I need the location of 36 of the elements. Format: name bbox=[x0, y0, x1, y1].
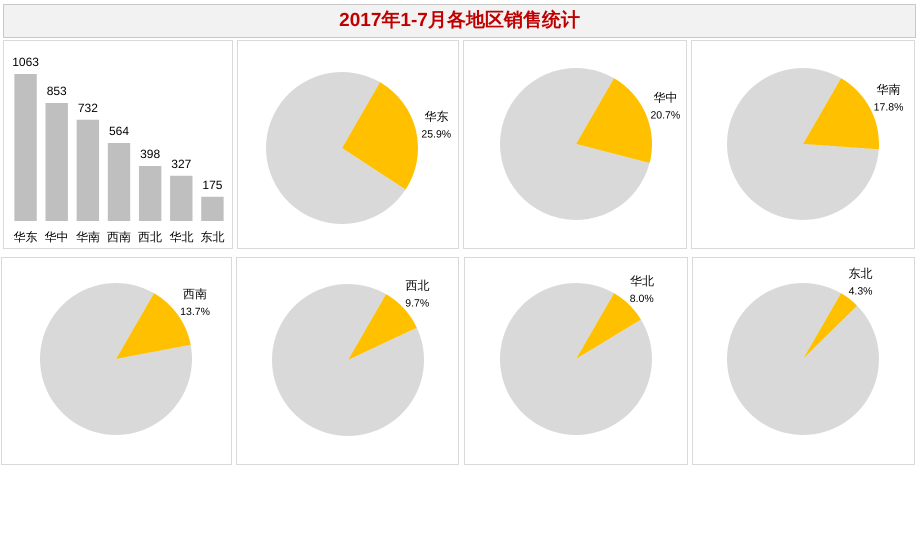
bar bbox=[138, 166, 162, 221]
bar bbox=[201, 196, 224, 221]
slice-label: 西南 bbox=[183, 287, 208, 302]
slice-label: 华北 bbox=[630, 274, 654, 288]
bar bbox=[14, 74, 37, 221]
slice-label: 西北 bbox=[405, 278, 430, 293]
bar bbox=[170, 176, 192, 221]
data-label: 8.0% bbox=[630, 292, 654, 305]
bar bbox=[76, 120, 100, 221]
x-tick-label: 西南 bbox=[107, 230, 131, 244]
x-tick-label: 华北 bbox=[169, 230, 194, 244]
data-label: 398 bbox=[140, 146, 160, 161]
text: 2017年1-7月各地区销售统计 bbox=[339, 10, 580, 32]
x-tick-label: 华中 bbox=[44, 230, 69, 244]
data-label: 853 bbox=[46, 84, 68, 98]
data-label: 4.3% bbox=[848, 285, 873, 298]
slice-label: 华中 bbox=[653, 90, 678, 105]
data-label: 25.9% bbox=[421, 128, 452, 141]
bar bbox=[46, 103, 68, 221]
slice-label: 华东 bbox=[424, 110, 448, 124]
slice-label: 东北 bbox=[848, 266, 873, 280]
slice-label: 华南 bbox=[876, 82, 901, 97]
data-label: 732 bbox=[78, 100, 98, 115]
data-label: 20.7% bbox=[650, 110, 680, 122]
data-label: 17.8% bbox=[874, 102, 904, 114]
x-tick-label: 华南 bbox=[76, 230, 100, 244]
data-label: 1063 bbox=[12, 55, 40, 69]
bar bbox=[108, 143, 130, 221]
x-tick-label: 华东 bbox=[14, 230, 38, 244]
data-label: 13.7% bbox=[180, 306, 210, 318]
data-label: 9.7% bbox=[405, 298, 430, 310]
data-label: 175 bbox=[202, 178, 223, 192]
data-label: 564 bbox=[108, 124, 130, 138]
data-label: 327 bbox=[171, 156, 192, 171]
x-tick-label: 东北 bbox=[200, 230, 224, 244]
x-tick-label: 西北 bbox=[138, 230, 162, 244]
